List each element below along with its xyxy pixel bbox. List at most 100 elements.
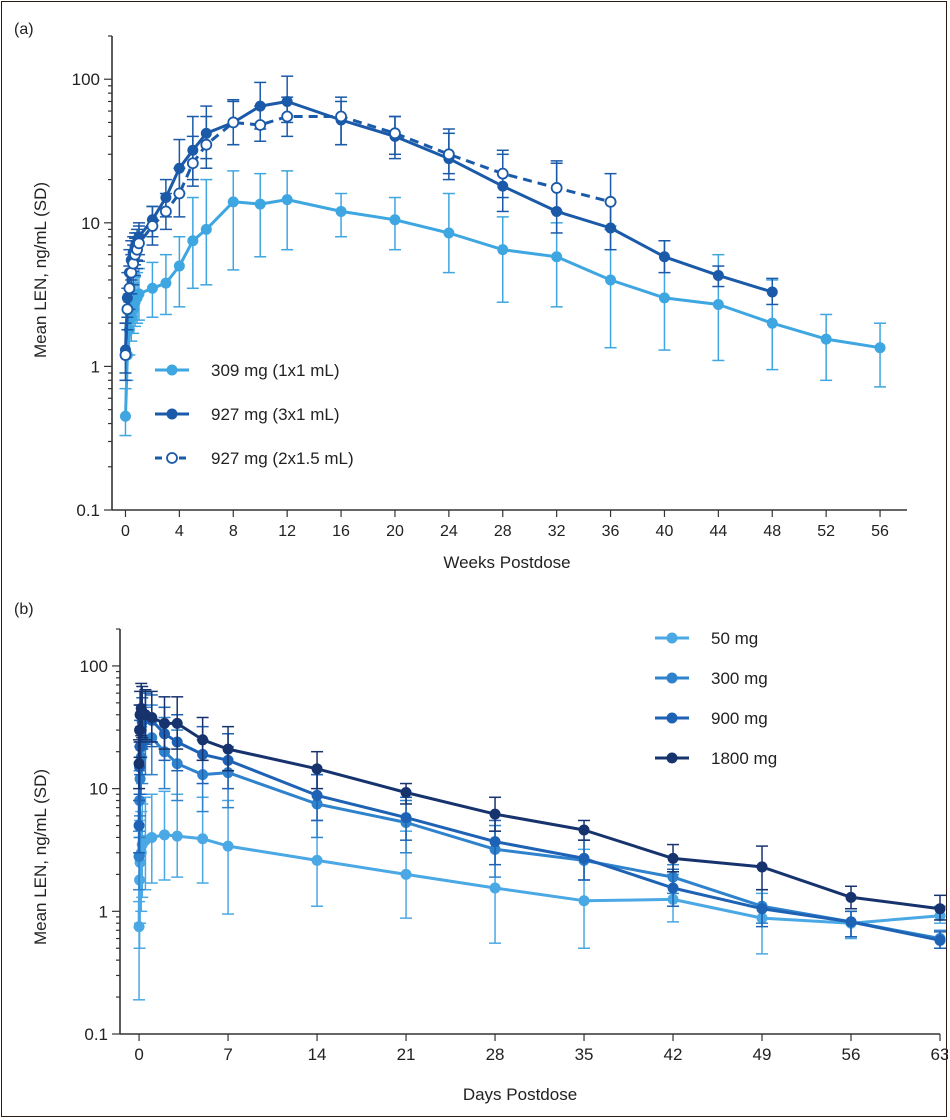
panel-a-data-point bbox=[712, 269, 724, 281]
panel-a-x-tick-label: 52 bbox=[817, 523, 835, 540]
panel-b-data-point bbox=[845, 916, 857, 928]
panel-a-y-axis-label: Mean LEN, ng/mL (SD) bbox=[31, 182, 50, 358]
panel-b-x-axis-label: Days Postdose bbox=[463, 1085, 577, 1104]
panel-a-data-point bbox=[658, 251, 670, 263]
panel-b-data-point bbox=[489, 836, 501, 848]
panel-b-y-tick-label: 10 bbox=[89, 780, 108, 799]
panel-a-legend: 309 mg (1x1 mL) 927 mg (3x1 mL) 927 mg (2x… bbox=[155, 361, 354, 468]
panel-a-data-point bbox=[442, 148, 455, 161]
panel-a-data-point bbox=[159, 205, 172, 218]
panel-a-x-tick-label: 4 bbox=[175, 523, 184, 540]
panel-a-x-tick-label: 36 bbox=[602, 523, 620, 540]
panel-b-data-point bbox=[158, 717, 170, 729]
panel-a-data-point bbox=[119, 349, 132, 361]
panel-b-data-point bbox=[756, 861, 768, 873]
panel-b: (b) Mean LEN, ng/mL (SD) Days Postdose 0… bbox=[14, 601, 948, 1104]
panel-b-data-point bbox=[311, 854, 323, 866]
panel-a-data-point bbox=[123, 282, 136, 295]
panel-b-x-tick-label: 0 bbox=[134, 1045, 143, 1064]
panel-b-data-point bbox=[133, 758, 145, 770]
panel-b-legend: 50 mg 300 mg 900 mg 1800 mg bbox=[655, 629, 777, 768]
panel-a-data-point bbox=[335, 110, 347, 123]
panel-a-legend-marker bbox=[166, 408, 178, 420]
panel-b-series-line bbox=[137, 716, 941, 942]
panel-a-data-point bbox=[389, 127, 401, 140]
panel-b-legend-label: 300 mg bbox=[711, 669, 768, 688]
panel-b-data-point bbox=[934, 903, 946, 915]
panel-a-data-point bbox=[173, 260, 185, 272]
panel-b-data-point bbox=[222, 840, 234, 852]
panel-a-label: (a) bbox=[14, 21, 34, 38]
panel-a-legend-label: 927 mg (2x1.5 mL) bbox=[211, 449, 354, 468]
panel-a-data-point bbox=[200, 223, 212, 235]
panel-a-data-point bbox=[604, 195, 617, 208]
panel-a-y-tick-label: 1 bbox=[91, 357, 100, 376]
panel-a-data-point bbox=[496, 167, 509, 180]
panel-b-data-point bbox=[197, 833, 209, 845]
panel-b-data-point bbox=[578, 895, 590, 907]
panel-b-x-tick-label: 42 bbox=[664, 1045, 683, 1064]
panel-a-data-point bbox=[133, 237, 145, 250]
panel-a-y-tick-label: 100 bbox=[72, 70, 100, 89]
panel-b-data-point bbox=[756, 903, 768, 915]
panel-a-x-tick-label: 12 bbox=[278, 523, 296, 540]
panel-a-x-tick-label: 56 bbox=[871, 523, 889, 540]
panel-b-data-point bbox=[400, 868, 412, 880]
panel-a-x-tick-label: 32 bbox=[548, 523, 566, 540]
panel-b-data-point bbox=[934, 934, 946, 946]
panel-a: (a) Mean LEN, ng/mL (SD) Weeks Postdose … bbox=[14, 21, 907, 572]
panel-a-data-point bbox=[227, 116, 240, 129]
panel-a-data-point bbox=[389, 214, 401, 226]
panel-a-data-point bbox=[766, 317, 778, 329]
panel-a-y-tick-label: 0.1 bbox=[76, 501, 100, 520]
panel-b-data-point bbox=[400, 812, 412, 824]
panel-b-data-point bbox=[158, 829, 170, 841]
panel-b-data-point bbox=[578, 852, 590, 864]
panel-b-x-tick-label: 14 bbox=[308, 1045, 327, 1064]
panel-b-data-point bbox=[222, 743, 234, 755]
panel-b-x-tick-label: 56 bbox=[842, 1045, 861, 1064]
panel-a-data-point bbox=[160, 277, 172, 289]
panel-a-data-point bbox=[200, 138, 213, 151]
panel-b-series-4 bbox=[133, 682, 946, 921]
panel-a-data-point bbox=[186, 157, 199, 170]
panel-b-series-line bbox=[137, 707, 941, 911]
panel-a-x-tick-label: 28 bbox=[494, 523, 512, 540]
panel-a-data-point bbox=[551, 251, 563, 263]
panel-a-data-point bbox=[281, 110, 294, 123]
panel-a-series-3 bbox=[119, 96, 617, 382]
panel-a-x-tick-label: 24 bbox=[440, 523, 458, 540]
panel-b-y-tick-label: 0.1 bbox=[84, 1025, 108, 1044]
panel-a-data-point bbox=[146, 220, 159, 232]
panel-b-data-point bbox=[146, 711, 158, 723]
panel-a-x-tick-label: 40 bbox=[656, 523, 674, 540]
panel-b-data-point bbox=[146, 831, 158, 843]
panel-b-data-point bbox=[311, 789, 323, 801]
panel-a-data-point bbox=[146, 282, 158, 294]
panel-a-legend-label: 927 mg (3x1 mL) bbox=[211, 405, 340, 424]
panel-a-data-point bbox=[497, 244, 509, 256]
panel-a-data-point bbox=[335, 205, 347, 217]
panel-b-x-tick-label: 28 bbox=[486, 1045, 505, 1064]
panel-b-data-point bbox=[133, 921, 145, 933]
panel-a-data-point bbox=[712, 298, 724, 310]
panel-b-data-point bbox=[400, 786, 412, 798]
panel-b-data-point bbox=[489, 882, 501, 894]
panel-a-x-tick-label: 48 bbox=[763, 523, 781, 540]
panel-a-data-point bbox=[550, 182, 563, 194]
panel-a-data-point bbox=[820, 333, 832, 345]
panel-b-y-tick-label: 1 bbox=[99, 902, 108, 921]
panel-a-data-point bbox=[874, 342, 886, 354]
panel-a-data-point bbox=[605, 274, 617, 286]
panel-a-x-tick-label: 0 bbox=[121, 523, 130, 540]
panel-a-data-point bbox=[281, 194, 293, 206]
panel-b-data-point bbox=[311, 763, 323, 775]
panel-b-data-point bbox=[489, 808, 501, 820]
panel-b-data-point bbox=[171, 717, 183, 729]
panel-b-y-tick-label: 100 bbox=[80, 657, 108, 676]
panel-a-x-tick-label: 16 bbox=[332, 523, 350, 540]
panel-b-legend-label: 900 mg bbox=[711, 709, 768, 728]
panel-b-label: (b) bbox=[14, 601, 34, 618]
panel-a-data-point bbox=[119, 410, 131, 422]
